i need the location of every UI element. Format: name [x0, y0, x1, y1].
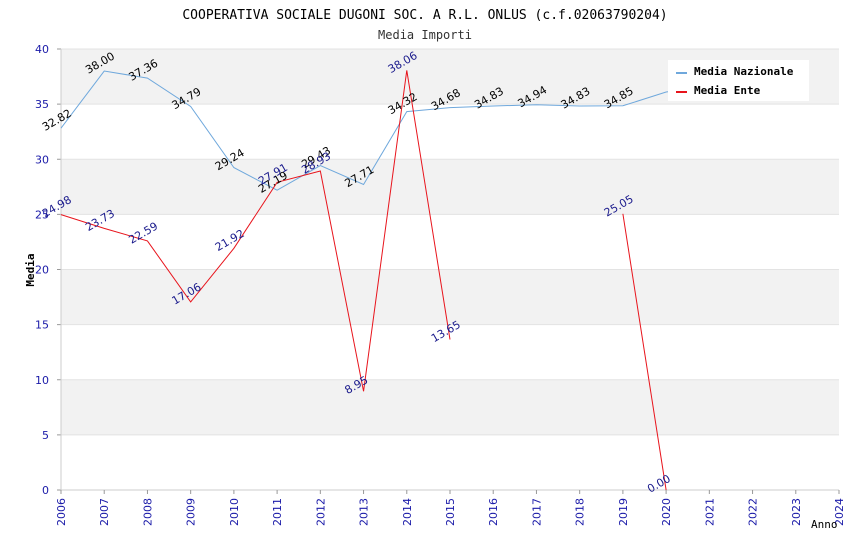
x-tick-label: 2013	[358, 498, 371, 526]
y-tick-label: 10	[35, 374, 49, 387]
x-tick-label: 2020	[660, 498, 673, 526]
x-tick-label: 2007	[98, 498, 111, 526]
x-tick-label: 2019	[617, 498, 630, 526]
x-tick-label: 2009	[185, 498, 198, 526]
x-tick-label: 2017	[530, 498, 543, 526]
legend-label-media-nazionale: Media Nazionale	[694, 65, 794, 78]
series-line-media-ente	[622, 213, 667, 491]
gridlines	[57, 48, 839, 491]
x-tick-label: 2006	[55, 498, 68, 526]
plot-background-bands	[61, 49, 839, 490]
x-tick-labels: 2006 2007 2008 2009 2010 2011 2012 2013 2014 2015…	[55, 490, 846, 526]
chart-title: COOPERATIVA SOCIALE DUGONI SOC. A R.L. O…	[182, 8, 667, 23]
legend-label-media-ente: Media Ente	[694, 84, 761, 97]
plot-band	[61, 324, 839, 380]
plot-band	[61, 269, 839, 325]
x-tick-label: 2011	[271, 498, 284, 526]
x-tick-label: 2018	[574, 498, 587, 526]
x-tick-label: 2022	[747, 498, 760, 526]
y-tick-label: 25	[35, 208, 49, 221]
x-tick-label: 2014	[401, 498, 414, 526]
x-tick-label: 2015	[444, 498, 457, 526]
series-lines	[60, 70, 753, 491]
plot-band	[61, 159, 839, 215]
series-line-media-ente	[60, 70, 451, 392]
x-tick-label: 2016	[487, 498, 500, 526]
x-axis-title: Anno	[811, 518, 838, 531]
plot-band	[61, 379, 839, 435]
y-tick-label: 40	[35, 43, 49, 56]
x-tick-label: 2012	[314, 498, 327, 526]
x-tick-label: 2008	[141, 498, 154, 526]
legend: Media Nazionale Media Ente	[668, 60, 809, 101]
x-tick-label: 2023	[790, 498, 803, 526]
x-tick-label: 2021	[703, 498, 716, 526]
y-tick-label: 0	[42, 484, 49, 497]
legend-box	[668, 60, 809, 101]
plot-band	[61, 104, 839, 160]
y-tick-label: 20	[35, 264, 49, 277]
plot-band	[61, 434, 839, 490]
y-tick-label: 15	[35, 319, 49, 332]
y-tick-labels: 0 5 10 15 20 25 30 35 40	[35, 43, 49, 497]
y-tick-label: 30	[35, 153, 49, 166]
x-tick-label: 2024	[833, 498, 846, 526]
x-tick-label: 2010	[228, 498, 241, 526]
series-line-media-nazionale	[60, 70, 753, 191]
y-tick-label: 5	[42, 429, 49, 442]
y-axis-title: Media	[24, 253, 37, 286]
plot-band	[61, 214, 839, 270]
chart-subtitle: Media Importi	[378, 28, 472, 42]
y-tick-label: 35	[35, 98, 49, 111]
